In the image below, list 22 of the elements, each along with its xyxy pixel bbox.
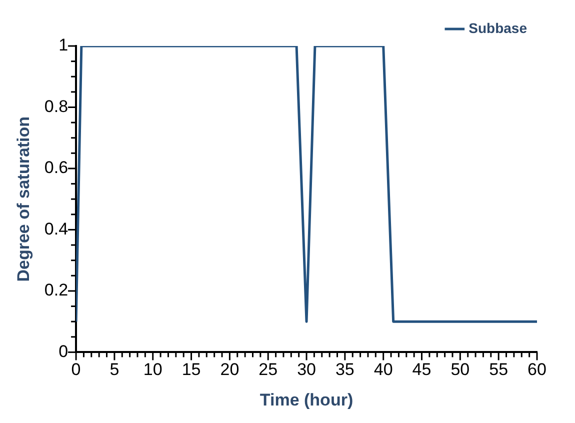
y-axis-title: Degree of saturation <box>14 116 33 282</box>
x-tick-label: 35 <box>335 360 354 380</box>
x-tick-label: 30 <box>297 360 316 380</box>
y-tick-label: 0 <box>58 342 68 361</box>
x-tick-label: 20 <box>220 360 240 380</box>
x-tick-label: 45 <box>412 360 432 380</box>
x-tick-label: 5 <box>110 360 120 380</box>
x-tick-label: 10 <box>143 360 162 380</box>
y-tick-label: 0.6 <box>44 158 68 178</box>
y-tick-label: 0.4 <box>44 219 68 238</box>
y-tick-label: 1 <box>58 36 68 55</box>
x-tick-label: 60 <box>528 360 546 380</box>
x-tick-label: 40 <box>374 360 393 380</box>
x-tick-label: 50 <box>450 360 470 380</box>
legend-label: Subbase <box>468 20 528 36</box>
x-tick-label: 25 <box>258 360 278 380</box>
y-tick-label: 0.8 <box>44 96 68 116</box>
x-tick-label: 55 <box>489 360 508 380</box>
y-tick-label: 0.2 <box>44 280 68 300</box>
x-tick-label: 15 <box>182 360 201 380</box>
x-tick-label: 0 <box>71 360 81 380</box>
x-axis-title: Time (hour) <box>260 390 354 410</box>
